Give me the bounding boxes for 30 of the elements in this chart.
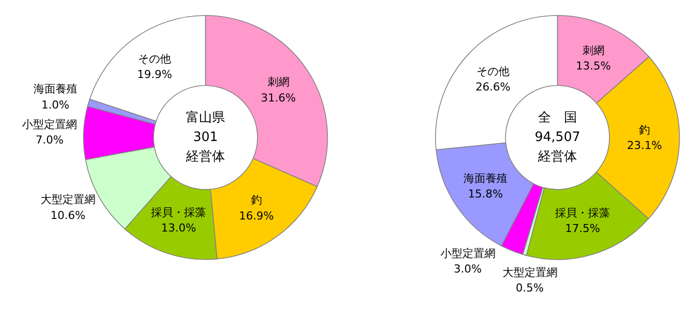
data-label: 23.1%	[627, 139, 662, 152]
slice-label: 小型定置網	[440, 246, 496, 260]
data-label: 10.6%	[50, 208, 86, 222]
slice-label: 海面養殖	[33, 82, 78, 96]
slice-label: 採貝・採藻	[555, 206, 610, 220]
data-label: 15.8%	[468, 188, 504, 201]
text: 全 国 94,507 経営体	[534, 110, 580, 164]
slice-label: 大型定置網	[502, 266, 558, 279]
slice-label: 小型定置網	[22, 118, 78, 131]
data-label: 16.9%	[238, 209, 274, 222]
data-label: 7.0%	[36, 133, 64, 146]
data-label: 13.5%	[576, 60, 611, 73]
data-label: 26.6%	[475, 80, 510, 94]
slice-label: 刺網	[267, 76, 290, 89]
data-label: 13.0%	[161, 222, 196, 235]
text: 富山県 301 経営体	[185, 110, 225, 164]
slice-label: 採貝・採藻	[151, 206, 206, 219]
data-label: 0.5%	[516, 282, 544, 295]
slice-label: その他	[138, 52, 172, 66]
data-label: 3.0%	[454, 262, 482, 276]
data-label: 31.6%	[260, 91, 296, 104]
slice-label: 海面養殖	[464, 172, 508, 186]
data-label: 17.5%	[565, 222, 600, 236]
slice-label: 大型定置網	[40, 193, 96, 206]
data-label: 1.0%	[41, 98, 70, 112]
slice-label: 釣	[250, 194, 262, 207]
slice-label: その他	[476, 64, 510, 78]
data-label: 19.9%	[137, 68, 172, 82]
slice-label: 刺網	[582, 44, 604, 57]
slice-label: 釣	[639, 123, 650, 136]
